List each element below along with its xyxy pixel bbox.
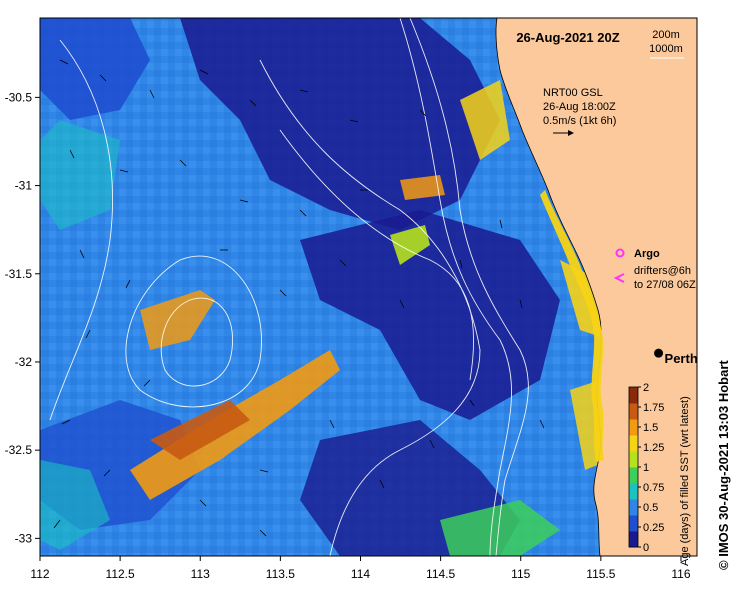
current-source-line3: 0.5m/s (1kt 6h) — [543, 115, 616, 127]
y-tick-label: -31 — [15, 179, 33, 193]
x-axis: 112 112.5 113 113.5 114 114.5 115 115.5 116 — [30, 556, 691, 581]
x-tick-label: 115 — [511, 567, 530, 581]
colorbar-tick-label: 0.25 — [643, 522, 664, 534]
colorbar-tick-label: 2 — [643, 382, 649, 394]
x-tick-label: 113 — [191, 567, 210, 581]
bathymetry-contours — [49, 18, 529, 556]
y-tick-label: -33 — [15, 531, 33, 545]
current-source-line2: 26-Aug 18:00Z — [543, 101, 616, 113]
colorbar-title: Age (days) of filled SST (wrt latest) — [679, 396, 691, 566]
contour-label-1000m: 1000m — [649, 43, 683, 55]
colorbar-cell — [629, 499, 638, 516]
drifter-label-line2: to 27/08 06Z — [634, 279, 696, 291]
credit-line: © IMOS 30-Aug-2021 13:03 Hobart — [716, 130, 732, 570]
city-marker-perth[interactable]: Perth — [654, 348, 698, 367]
plot-border — [39, 17, 698, 557]
colorbar-cell — [629, 419, 638, 436]
x-tick-label: 114 — [351, 567, 370, 581]
colorbar-cell — [629, 531, 638, 548]
colorbar-ramp — [629, 387, 638, 548]
colorbar-cell — [629, 515, 638, 532]
colorbar-cell — [629, 451, 638, 468]
coastal-yellow-fringe — [540, 190, 604, 462]
colorbar-cell — [629, 467, 638, 484]
city-label: Perth — [665, 351, 698, 366]
drifter-legend: drifters@6h to 27/08 06Z — [613, 265, 696, 291]
x-tick-label: 115.5 — [586, 567, 615, 581]
map-plot-area[interactable] — [40, 18, 697, 556]
city-dot-icon — [654, 348, 664, 358]
y-tick-label: -32.5 — [5, 443, 33, 457]
x-tick-label: 114.5 — [426, 567, 455, 581]
current-vectors — [53, 59, 545, 537]
x-tick-label: 112.5 — [106, 567, 135, 581]
sst-age-patches — [40, 18, 610, 556]
colorbar-tick-label: 1.75 — [643, 402, 664, 414]
colorbar-cell — [629, 403, 638, 420]
contour-label-200m: 200m — [652, 29, 680, 41]
colorbar-cell — [629, 435, 638, 452]
colorbar-cell — [629, 483, 638, 500]
drifter-icon — [613, 273, 625, 283]
x-tick-label: 113.5 — [266, 567, 295, 581]
y-axis: -30.5 -31 -31.5 -32 -32.5 -33 — [5, 90, 40, 545]
colorbar: 0 0.25 0.5 0.75 1 1.25 1.5 1.75 2 Age (days) of … — [628, 382, 691, 566]
argo-legend: Argo — [615, 248, 660, 260]
colorbar-tick-label: 0.75 — [643, 482, 664, 494]
drifter-label-line1: drifters@6h — [634, 265, 691, 277]
x-tick-label: 112 — [30, 567, 49, 581]
x-tick-label: 116 — [671, 567, 690, 581]
current-source-line1: NRT00 GSL — [543, 87, 603, 99]
colorbar-cell — [629, 387, 638, 404]
y-tick-label: -30.5 — [5, 90, 33, 104]
credit-text: IMOS 30-Aug-2021 13:03 Hobart — [716, 360, 731, 557]
land-mass — [495, 18, 697, 556]
argo-icon — [615, 248, 625, 258]
colorbar-tick-label: 1.5 — [643, 422, 658, 434]
colorbar-tick-label: 1 — [643, 462, 649, 474]
colorbar-tick-label: 1.25 — [643, 442, 664, 454]
y-tick-label: -32 — [15, 355, 33, 369]
colorbar-tick-label: 0.5 — [643, 502, 658, 514]
copyright-symbol: © — [716, 560, 731, 570]
colorbar-ticks: 0 0.25 0.5 0.75 1 1.25 1.5 1.75 2 — [638, 382, 664, 554]
colorbar-tick-label: 0 — [643, 542, 649, 554]
argo-label: Argo — [634, 248, 660, 260]
y-tick-label: -31.5 — [5, 267, 33, 281]
map-title: 26-Aug-2021 20Z — [516, 30, 619, 45]
